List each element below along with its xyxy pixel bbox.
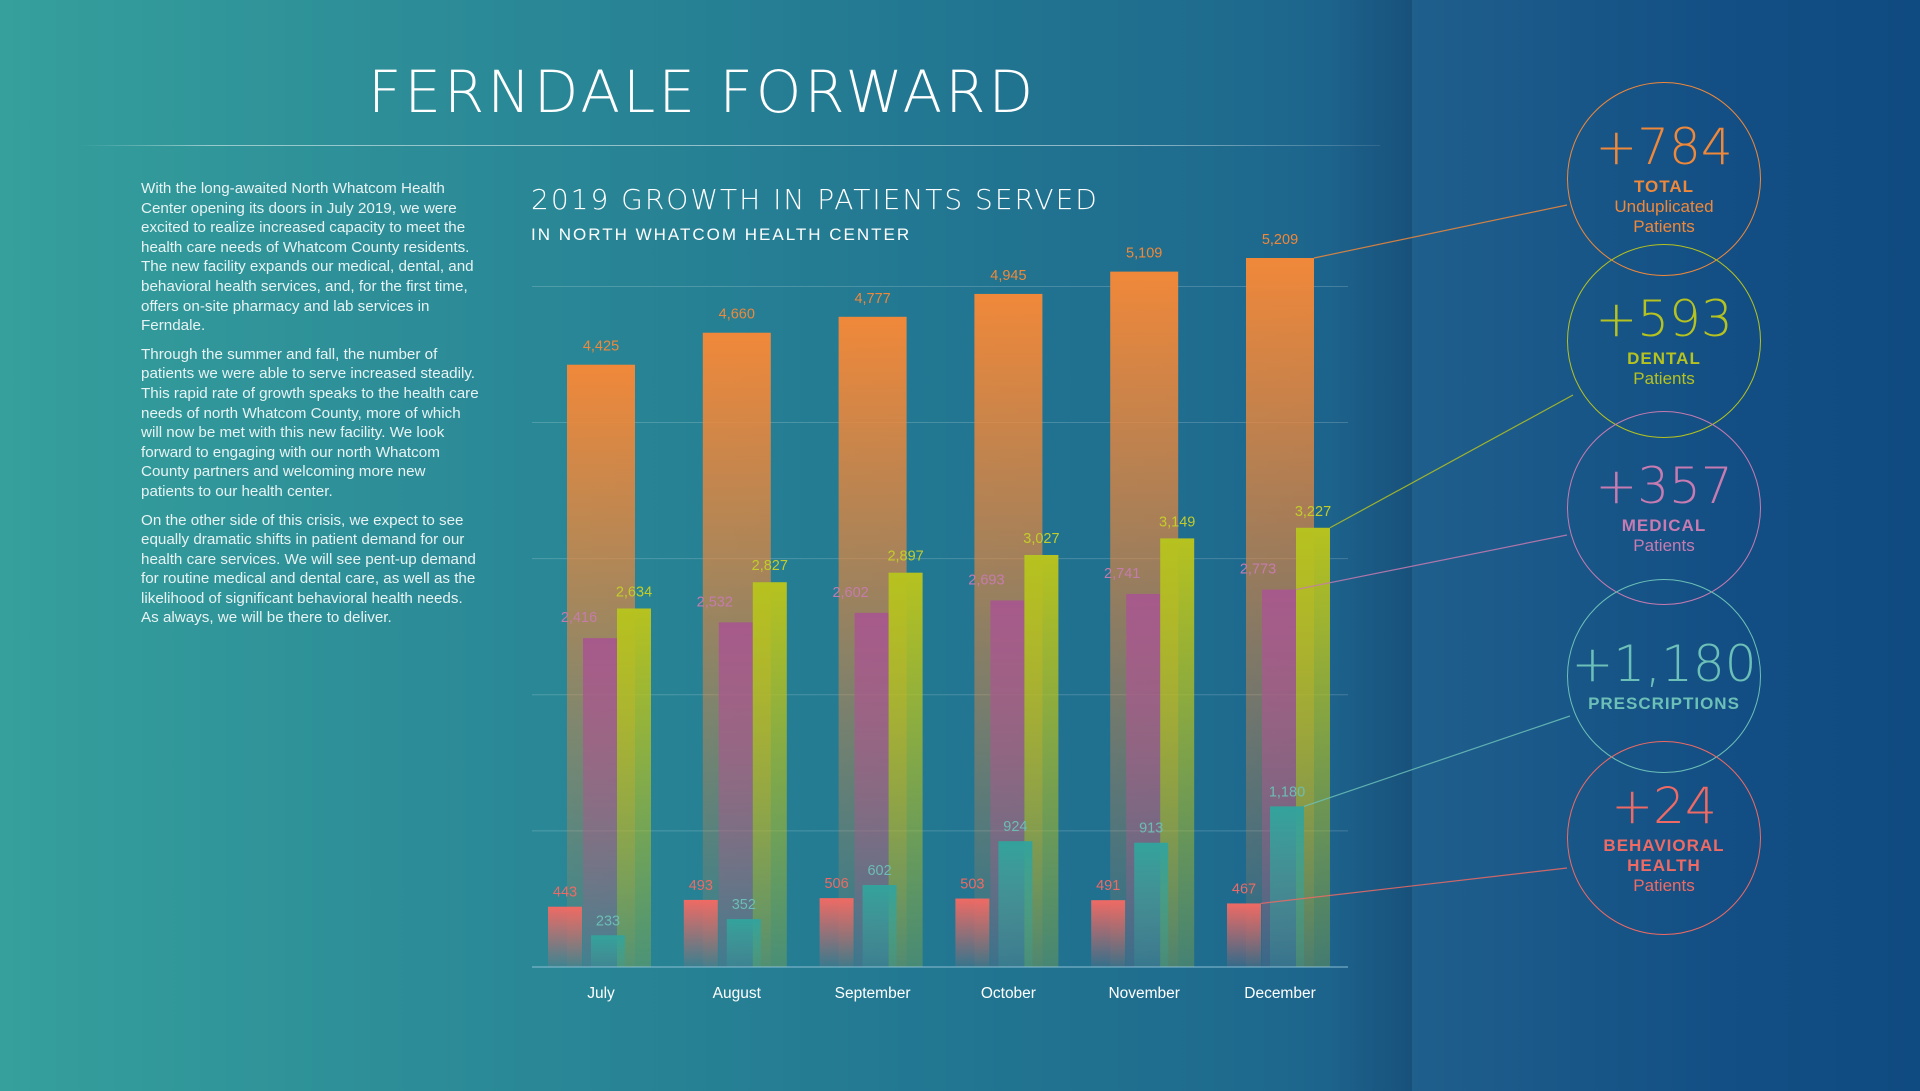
bars — [548, 258, 1330, 967]
leader-line-total — [1313, 204, 1568, 259]
value-label-behavioral: 443 — [553, 885, 577, 901]
stat-bubble-dental: +593 DENTAL Patients — [1567, 244, 1761, 438]
paragraph-2: Through the summer and fall, the number … — [141, 345, 479, 500]
value-label-medical: 2,602 — [832, 585, 868, 601]
chart-subtitle: IN NORTH WHATCOM HEALTH CENTER — [531, 225, 912, 244]
stat-value: +357 — [1595, 457, 1733, 515]
bar-dental — [752, 582, 787, 967]
stat-bubble-prescriptions: +1,180 PRESCRIPTIONS — [1567, 579, 1761, 773]
value-label-prescriptions: 602 — [867, 863, 891, 879]
stat-sublabel: Patients — [1633, 536, 1695, 555]
value-label-behavioral: 503 — [960, 877, 984, 893]
stat-value: +593 — [1595, 290, 1733, 348]
x-axis: July August September October November Decemb… — [532, 966, 1348, 1002]
chart-title: 2019 GROWTH IN PATIENTS SERVED — [531, 183, 1099, 216]
bar-behavioral — [548, 906, 582, 967]
x-tick-label: August — [713, 985, 762, 1002]
value-label-total: 4,945 — [990, 268, 1026, 284]
value-label-behavioral: 491 — [1096, 878, 1120, 894]
value-label-medical: 2,741 — [1104, 566, 1140, 582]
stat-label: PRESCRIPTIONS — [1588, 694, 1740, 713]
gridlines — [532, 285, 1348, 832]
stat-sublabel: Unduplicated Patients — [1614, 197, 1714, 236]
value-label-prescriptions: 913 — [1139, 821, 1163, 837]
value-label-total: 4,777 — [854, 291, 890, 307]
stat-value: +24 — [1611, 777, 1717, 835]
leader-line-medical — [1295, 534, 1568, 591]
value-label-prescriptions: 352 — [732, 897, 756, 913]
value-label-prescriptions: 924 — [1003, 819, 1027, 835]
stat-bubble-total: +784 TOTAL Unduplicated Patients — [1567, 82, 1761, 276]
title-divider — [80, 145, 1380, 146]
value-label-behavioral: 467 — [1232, 881, 1256, 897]
value-label-dental: 3,027 — [1023, 531, 1059, 547]
value-label-behavioral: 493 — [689, 878, 713, 894]
value-label-dental: 3,227 — [1295, 504, 1331, 520]
bar-prescriptions — [862, 885, 897, 967]
bar-behavioral — [683, 899, 718, 967]
intro-text: With the long-awaited North Whatcom Heal… — [141, 179, 481, 637]
stat-value: +784 — [1595, 118, 1733, 176]
bar-prescriptions — [591, 935, 625, 967]
bar-dental — [617, 608, 651, 967]
bar-medical — [583, 638, 617, 967]
value-labels: 4,425 2,416 2,634 443 233 4,660 2,532 2,827 493 3… — [553, 232, 1331, 929]
value-label-prescriptions: 1,180 — [1269, 784, 1305, 800]
panel-shadow — [1330, 0, 1412, 1091]
paragraph-1: With the long-awaited North Whatcom Heal… — [141, 180, 474, 335]
stat-label: DENTAL — [1627, 349, 1701, 368]
value-label-dental: 2,897 — [887, 549, 923, 565]
leader-line-dental — [1329, 394, 1574, 529]
page-title: FERNDALE FORWARD — [368, 58, 1037, 126]
leader-line-behavioral — [1260, 867, 1568, 905]
value-label-medical: 2,773 — [1240, 562, 1276, 578]
bar-prescriptions — [1270, 806, 1304, 967]
value-label-prescriptions: 233 — [596, 913, 620, 929]
stat-sublabel: Patients — [1633, 369, 1695, 388]
value-label-medical: 2,416 — [561, 610, 597, 626]
x-tick-label: July — [587, 985, 615, 1002]
x-tick-label: September — [835, 985, 911, 1002]
bar-prescriptions — [1134, 842, 1169, 967]
value-label-dental: 3,149 — [1159, 514, 1195, 530]
bar-prescriptions — [998, 841, 1033, 967]
stat-label: BEHAVIORAL HEALTH — [1603, 836, 1725, 875]
value-label-total: 5,209 — [1262, 232, 1298, 248]
stat-label: MEDICAL — [1621, 516, 1707, 535]
bar-prescriptions — [726, 919, 761, 967]
bar-medical — [718, 622, 753, 967]
value-label-total: 4,660 — [719, 307, 755, 323]
bar-behavioral — [819, 898, 854, 967]
stat-label: TOTAL — [1633, 177, 1695, 196]
stat-bubble-medical: +357 MEDICAL Patients — [1567, 411, 1761, 605]
value-label-total: 5,109 — [1126, 246, 1162, 262]
leader-lines — [1260, 204, 1574, 905]
stat-bubble-behavioral: +24 BEHAVIORAL HEALTH Patients — [1567, 741, 1761, 935]
x-tick-label: October — [981, 985, 1036, 1002]
x-tick-label: November — [1108, 985, 1180, 1002]
x-tick-label: December — [1244, 985, 1316, 1002]
bar-behavioral — [1091, 900, 1126, 967]
value-label-behavioral: 506 — [824, 876, 848, 892]
leader-line-prescriptions — [1303, 715, 1571, 807]
bar-behavioral — [955, 898, 990, 967]
value-label-medical: 2,693 — [968, 572, 1004, 588]
bar-behavioral — [1227, 903, 1261, 967]
value-label-dental: 2,634 — [616, 584, 652, 600]
value-label-total: 4,425 — [583, 339, 619, 355]
value-label-medical: 2,532 — [697, 594, 733, 610]
value-label-dental: 2,827 — [752, 558, 788, 574]
paragraph-3: On the other side of this crisis, we exp… — [141, 511, 476, 627]
stat-sublabel: Patients — [1633, 876, 1695, 895]
stat-value: +1,180 — [1571, 635, 1757, 693]
